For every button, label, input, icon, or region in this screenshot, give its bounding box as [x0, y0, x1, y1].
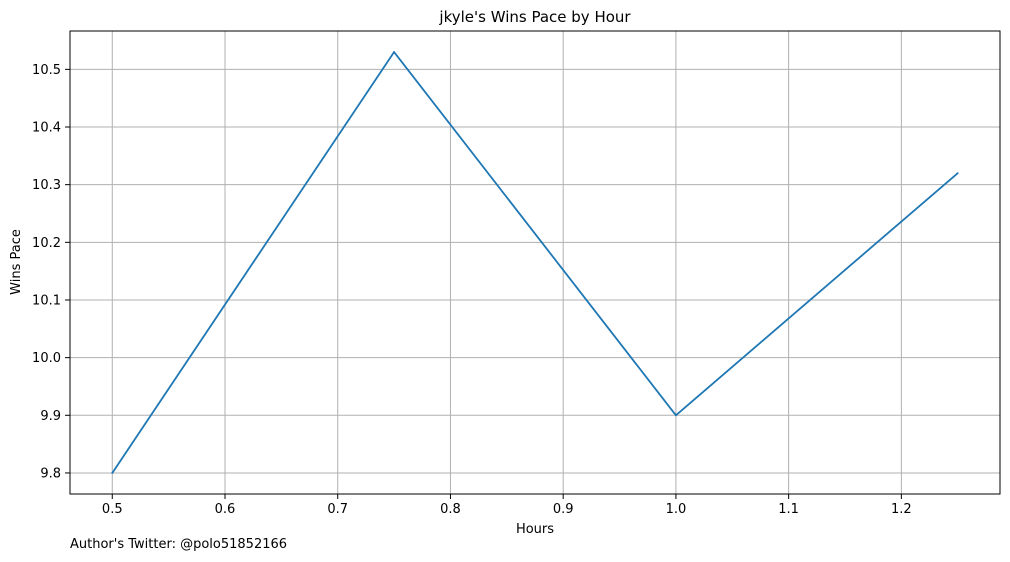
- y-tick-label: 10.3: [32, 178, 61, 193]
- y-tick-label: 10.0: [32, 351, 61, 366]
- x-tick-label: 0.8: [440, 502, 461, 517]
- y-tick-label: 9.8: [40, 466, 61, 481]
- grid-lines: [70, 31, 1000, 494]
- y-axis-label: Wins Pace: [9, 229, 24, 295]
- plot-area-frame: [69, 30, 1001, 495]
- x-tick-label: 1.0: [666, 502, 687, 517]
- data-point: [675, 414, 677, 417]
- data-point: [111, 472, 114, 474]
- y-tick-label: 9.9: [40, 409, 61, 424]
- x-tick-label: 1.2: [891, 502, 912, 517]
- y-tick-label: 10.1: [32, 293, 61, 308]
- author-credit: Author's Twitter: @polo51852166: [70, 537, 288, 552]
- y-tick-label: 10.5: [32, 63, 61, 78]
- data-point: [956, 172, 959, 175]
- series-group: [111, 51, 959, 474]
- series-line: [111, 51, 959, 474]
- y-axis-ticks: 9.8 9.9 10.0 10.1 10.2 10.3 10.4 10.5: [32, 63, 70, 481]
- x-tick-label: 0.6: [215, 502, 236, 517]
- y-tick-label: 10.4: [32, 121, 61, 136]
- x-tick-label: 0.9: [553, 502, 574, 517]
- data-point: [393, 51, 395, 53]
- x-tick-label: 1.1: [778, 502, 799, 517]
- y-tick-label: 10.2: [32, 236, 61, 251]
- x-tick-label: 0.5: [102, 502, 123, 517]
- x-axis-label: Hours: [516, 522, 554, 537]
- chart-title: jkyle's Wins Pace by Hour: [438, 8, 631, 26]
- x-axis-ticks: 0.5 0.6 0.7 0.8 0.9 1.0 1.1 1.2: [102, 494, 912, 517]
- x-tick-label: 0.7: [327, 502, 348, 517]
